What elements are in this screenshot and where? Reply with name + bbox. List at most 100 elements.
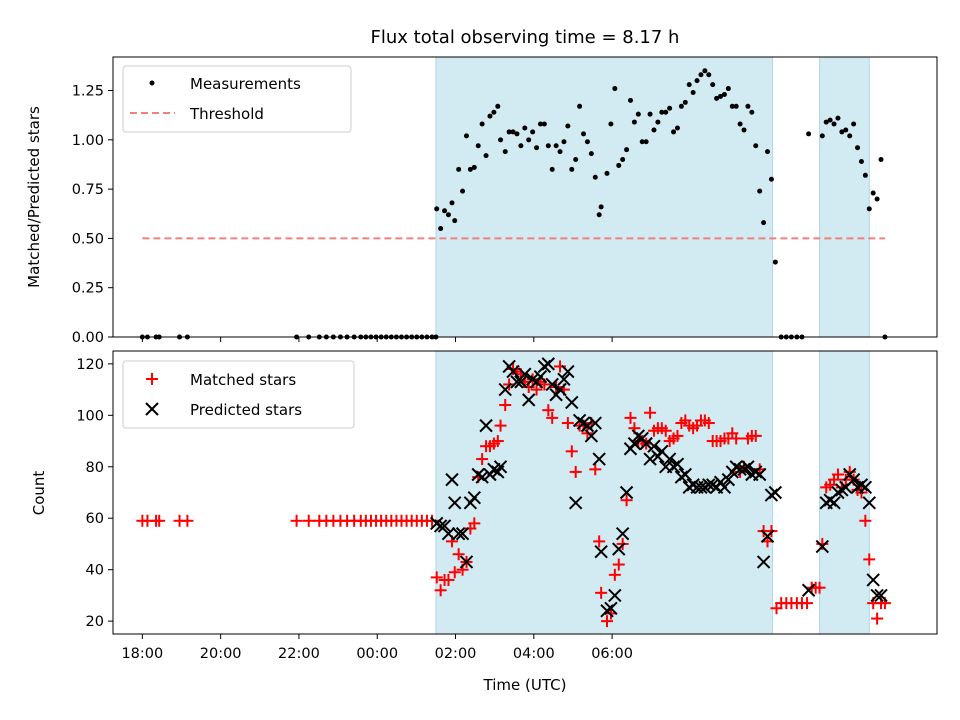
matched-point xyxy=(434,584,447,597)
predicted-point xyxy=(475,470,489,484)
predicted-point xyxy=(846,472,861,487)
measurement-point xyxy=(690,89,696,95)
matched-point xyxy=(569,465,582,478)
measurement-point xyxy=(870,190,876,196)
predicted-point xyxy=(643,452,657,466)
measurement-point xyxy=(741,127,747,133)
predicted-point xyxy=(858,480,873,495)
matched-point xyxy=(801,597,814,610)
predicted-point xyxy=(862,496,876,510)
predicted-point xyxy=(592,452,606,466)
x-tick-label: 04:00 xyxy=(513,646,555,662)
predicted-point xyxy=(741,460,755,474)
matched-point xyxy=(452,548,465,561)
matched-point xyxy=(831,468,844,481)
predicted-point xyxy=(557,372,571,387)
matched-point xyxy=(476,453,489,466)
measurement-point xyxy=(671,129,677,135)
measurement-point xyxy=(768,176,774,182)
legend-measurements-marker xyxy=(149,80,155,86)
measurement-point xyxy=(674,125,680,131)
y-tick-label: 100 xyxy=(76,408,104,424)
measurement-point xyxy=(819,133,825,139)
y-tick-label: 20 xyxy=(86,614,104,630)
measurement-point xyxy=(855,145,861,151)
predicted-point xyxy=(717,480,732,495)
predicted-point xyxy=(506,364,520,379)
x-tick-label: 02:00 xyxy=(435,646,477,662)
measurement-point xyxy=(706,72,712,78)
predicted-point xyxy=(721,472,736,487)
matched-point xyxy=(561,417,574,430)
measurement-point xyxy=(678,103,684,109)
predicted-point xyxy=(612,542,626,556)
measurement-point xyxy=(557,149,563,155)
matched-point xyxy=(494,419,507,432)
predicted-point xyxy=(694,480,708,495)
measurement-point xyxy=(710,82,716,88)
predicted-point xyxy=(670,457,685,471)
predicted-point xyxy=(801,583,816,597)
matched-point xyxy=(181,514,194,527)
measurement-point xyxy=(827,117,833,123)
bottom-legend-frame xyxy=(122,360,355,429)
matched-point xyxy=(491,435,504,448)
measurement-point xyxy=(749,109,755,115)
measurement-point xyxy=(518,143,524,149)
measurement-point xyxy=(718,93,724,99)
predicted-point xyxy=(608,588,622,603)
chart-title: Flux total observing time = 8.17 h xyxy=(371,27,680,48)
measurement-point xyxy=(858,159,864,165)
measurement-point xyxy=(843,127,849,133)
measurement-point xyxy=(434,206,440,212)
measurement-point xyxy=(522,125,528,131)
matched-point xyxy=(302,514,315,527)
measurement-point xyxy=(487,113,493,119)
measurement-point xyxy=(604,170,610,176)
predicted-point xyxy=(874,588,888,603)
shaded-region xyxy=(435,350,774,635)
measurement-point xyxy=(663,109,669,115)
bottom-axes-frame xyxy=(112,350,938,635)
measurement-point xyxy=(631,119,637,125)
legend-predicted-marker xyxy=(145,402,159,416)
x-tick-label: 00:00 xyxy=(356,646,398,662)
measurement-point xyxy=(534,145,540,151)
measurement-point xyxy=(643,139,649,145)
matched-point xyxy=(671,429,684,442)
measurement-point xyxy=(831,121,837,127)
measurement-point xyxy=(588,151,594,157)
predicted-point xyxy=(580,418,595,433)
legend-measurements-label: Measurements xyxy=(190,75,301,93)
legend-matched-marker xyxy=(146,373,158,385)
y-tick-label: 1.25 xyxy=(72,84,104,100)
measurement-point xyxy=(874,196,880,202)
predicted-point xyxy=(522,393,536,407)
y-tick-label: 40 xyxy=(86,563,104,579)
measurement-point xyxy=(806,131,812,137)
bottom-panel: 20 40 60 80 100 120 18:00 20:00 22:00 00:00 02:00… xyxy=(30,350,938,694)
measurement-point xyxy=(596,212,602,218)
y-tick-label: 0.00 xyxy=(72,330,104,346)
measurement-point xyxy=(598,204,604,210)
matched-point xyxy=(659,424,672,437)
measurement-point xyxy=(659,109,665,115)
measurement-point xyxy=(475,143,481,149)
measurement-point xyxy=(823,119,829,125)
measurement-point xyxy=(686,82,692,88)
measurement-point xyxy=(835,115,841,121)
predicted-point xyxy=(437,519,452,533)
predicted-point xyxy=(588,416,602,430)
measurement-point xyxy=(839,129,845,135)
measurement-point xyxy=(495,103,501,109)
measurement-point xyxy=(627,97,633,103)
measurement-point xyxy=(537,121,543,127)
measurement-point xyxy=(561,139,567,145)
measurement-point xyxy=(479,121,485,127)
measurement-point xyxy=(729,103,735,109)
predicted-point xyxy=(445,472,459,487)
measurement-point xyxy=(655,119,661,125)
predicted-point xyxy=(760,529,775,543)
predicted-point xyxy=(604,601,618,615)
measurement-point xyxy=(647,111,653,117)
